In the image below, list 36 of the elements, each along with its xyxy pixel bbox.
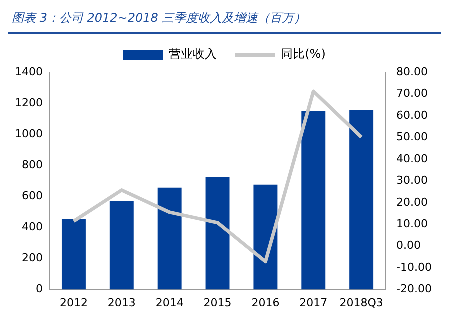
y-tick-label: 600 [22, 190, 43, 203]
y2-tick-label: 0.00 [396, 239, 422, 252]
x-tick-label: 2015 [204, 296, 232, 310]
y2-tick-label: 10.00 [396, 218, 428, 230]
y-tick-label: 800 [22, 158, 43, 172]
y2-tick-label: 60.00 [396, 108, 428, 122]
y2-tick-label: 40.00 [396, 152, 428, 166]
bar [110, 201, 134, 290]
x-tick-label: 2016 [252, 296, 280, 310]
bar [158, 188, 182, 290]
y-tick-label: 1200 [14, 96, 43, 110]
y-tick-label: 1000 [14, 128, 43, 141]
bar [350, 110, 374, 290]
x-tick-label: 2018Q3 [340, 296, 384, 310]
x-tick-label: 2017 [300, 296, 328, 310]
y2-tick-label: 20.00 [396, 196, 428, 209]
chart-title: 图表 3：公司 2012~2018 三季度收入及增速（百万） [8, 8, 441, 34]
y2-tick-label: 80.00 [396, 65, 428, 78]
bar [62, 219, 86, 290]
bar [254, 184, 278, 290]
x-tick-label: 2014 [156, 296, 184, 310]
y-tick-label: 400 [22, 220, 43, 234]
bar [302, 112, 326, 290]
x-tick-label: 2013 [108, 296, 136, 310]
y-tick-label: 200 [22, 252, 43, 265]
legend-label: 营业收入 [169, 46, 218, 63]
x-tick-label: 2012 [60, 296, 88, 310]
legend-label: 同比(%) [281, 46, 326, 63]
y2-tick-label: -20.00 [396, 282, 432, 296]
y2-tick-label: 70.00 [396, 87, 428, 100]
bar [206, 177, 230, 290]
y2-tick-label: 30.00 [396, 174, 428, 188]
y2-tick-label: 50.00 [396, 130, 428, 144]
y2-tick-label: -10.00 [396, 260, 432, 274]
y-tick-label: 1400 [14, 65, 43, 78]
y-tick-label: 0 [36, 282, 43, 296]
